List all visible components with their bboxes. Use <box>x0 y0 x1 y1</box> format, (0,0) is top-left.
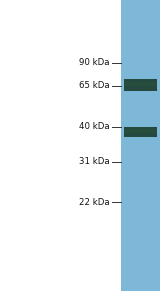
Text: 40 kDa: 40 kDa <box>79 122 110 131</box>
Bar <box>121 0 160 291</box>
Bar <box>124 82 157 86</box>
Text: 90 kDa: 90 kDa <box>79 58 110 67</box>
Text: 22 kDa: 22 kDa <box>79 198 110 207</box>
Text: 31 kDa: 31 kDa <box>79 157 110 166</box>
Bar <box>124 129 157 133</box>
Bar <box>124 127 157 138</box>
Text: 65 kDa: 65 kDa <box>79 81 110 90</box>
Bar <box>124 79 157 91</box>
